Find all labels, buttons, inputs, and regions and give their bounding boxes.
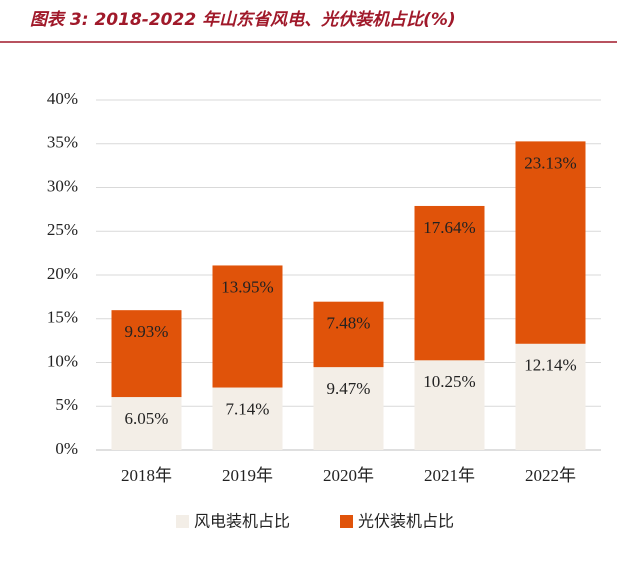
legend-swatch xyxy=(340,515,353,528)
y-tick-label: 10% xyxy=(47,351,78,370)
legend-swatch xyxy=(176,515,189,528)
chart-title: 图表 3: 2018-2022 年山东省风电、光伏装机占比(%) xyxy=(30,10,456,30)
value-label: 12.14% xyxy=(524,356,576,375)
y-tick-label: 30% xyxy=(47,176,78,195)
bar-segment xyxy=(212,387,283,450)
bar-segment xyxy=(212,265,283,388)
bar-segment xyxy=(515,141,586,344)
bar-segment xyxy=(111,397,182,450)
value-label: 9.93% xyxy=(125,322,169,341)
x-tick-label: 2021年 xyxy=(424,466,475,485)
legend-label: 光伏装机占比 xyxy=(358,512,454,531)
y-tick-label: 35% xyxy=(47,133,78,152)
x-tick-label: 2020年 xyxy=(323,466,374,485)
y-tick-label: 25% xyxy=(47,220,78,239)
bar-segment xyxy=(414,360,485,450)
value-label: 23.13% xyxy=(524,153,576,172)
x-tick-label: 2018年 xyxy=(121,466,172,485)
y-tick-label: 15% xyxy=(47,308,78,327)
value-label: 17.64% xyxy=(423,218,475,237)
y-tick-label: 20% xyxy=(47,264,78,283)
x-tick-label: 2019年 xyxy=(222,466,273,485)
bar-segment xyxy=(111,310,182,398)
y-tick-label: 0% xyxy=(55,439,78,458)
y-tick-label: 40% xyxy=(47,89,78,108)
bar-segment xyxy=(414,205,485,361)
value-label: 13.95% xyxy=(221,277,273,296)
bar-segment xyxy=(515,343,586,450)
value-label: 9.47% xyxy=(327,379,371,398)
value-label: 7.14% xyxy=(226,399,270,418)
bar-segment xyxy=(313,367,384,450)
y-tick-label: 5% xyxy=(55,395,78,414)
value-label: 6.05% xyxy=(125,409,169,428)
bar-segment xyxy=(313,301,384,368)
value-label: 7.48% xyxy=(327,314,371,333)
value-label: 10.25% xyxy=(423,372,475,391)
x-tick-label: 2022年 xyxy=(525,466,576,485)
legend-label: 风电装机占比 xyxy=(194,512,290,531)
